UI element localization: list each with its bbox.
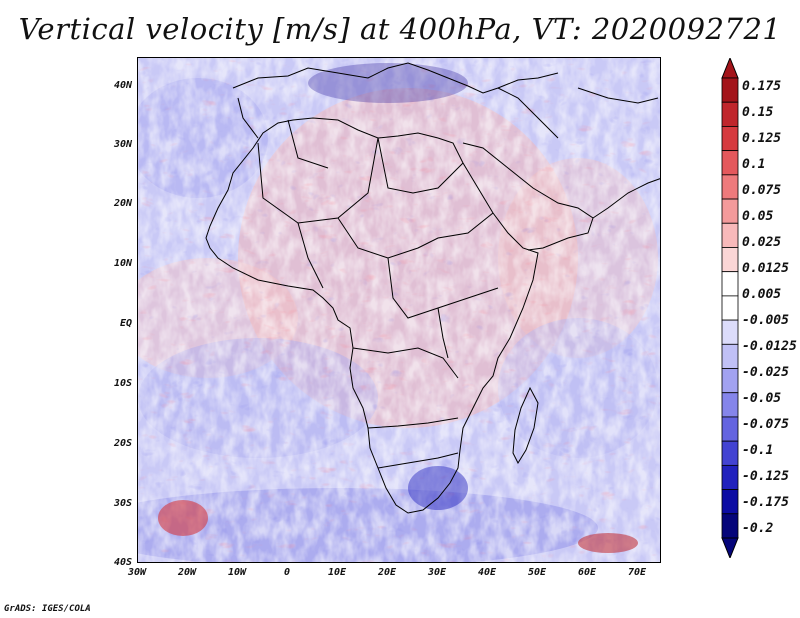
map-title: Vertical velocity [m/s] at 400hPa, VT: 2…: [18, 12, 782, 46]
colorbar-label: 0.005: [742, 287, 782, 302]
colorbar-swatch: [721, 319, 739, 345]
lon-label: 20E: [377, 567, 397, 578]
colorbar: [721, 58, 739, 558]
colorbar-label: -0.175: [742, 495, 789, 510]
country-border: [437, 307, 449, 359]
lon-label: 70E: [627, 567, 647, 578]
colorbar-swatch: [721, 77, 739, 103]
colorbar-label: 0.1: [742, 157, 766, 172]
country-border: [287, 119, 329, 169]
credit-text: GrADS: IGES/COLA: [4, 604, 91, 614]
coastlines: [205, 62, 660, 514]
lat-label: 30S: [113, 498, 132, 509]
colorbar-label: -0.125: [742, 469, 789, 484]
colorbar-swatch: [721, 295, 739, 321]
caspian-coastline: [497, 87, 559, 139]
asia-border: [577, 87, 659, 104]
colorbar-label: 0.05: [742, 209, 774, 224]
colorbar-swatch: [721, 198, 739, 224]
africa-coastline: [205, 117, 539, 514]
country-border: [352, 347, 459, 379]
colorbar-label: 0.075: [742, 183, 782, 198]
colorbar-label: 0.125: [742, 131, 782, 146]
map-field: [138, 58, 660, 562]
colorbar-label: -0.0125: [742, 339, 797, 354]
lat-label: 20S: [113, 438, 132, 449]
colorbar-swatch: [721, 271, 739, 297]
colorbar-bottom-arrow: [721, 537, 739, 558]
colorbar-swatch: [721, 440, 739, 466]
lat-label: 30N: [113, 139, 132, 150]
colorbar-label: -0.075: [742, 417, 789, 432]
colorbar-swatch: [721, 343, 739, 369]
lon-label: 0: [283, 567, 291, 578]
colorbar-swatch: [721, 513, 739, 539]
country-border: [387, 257, 499, 319]
strong-updraft: [578, 533, 638, 553]
colorbar-swatch: [721, 126, 739, 152]
strong-updraft: [158, 500, 208, 536]
country-border: [237, 97, 259, 139]
country-border: [297, 222, 324, 289]
lon-label: 60E: [577, 567, 597, 578]
colorbar-label: -0.2: [742, 521, 774, 536]
colorbar-swatch: [721, 174, 739, 200]
colorbar-swatch: [721, 222, 739, 248]
colorbar-swatch: [721, 247, 739, 273]
map-plot: [137, 57, 661, 563]
colorbar-swatch: [721, 416, 739, 442]
colorbar-top-arrow: [721, 58, 739, 79]
lon-label: 40E: [477, 567, 497, 578]
lat-label: 10S: [113, 378, 132, 389]
madagascar-coastline: [512, 386, 539, 465]
country-border: [377, 137, 464, 194]
colorbar-swatch: [721, 489, 739, 515]
lon-label: 10E: [327, 567, 347, 578]
colorbar-label: -0.05: [742, 391, 782, 406]
lon-label: 50E: [527, 567, 547, 578]
colorbar-swatch: [721, 392, 739, 418]
colorbar-label: 0.15: [742, 105, 774, 120]
colorbar-swatch: [721, 464, 739, 490]
country-border: [367, 417, 459, 429]
country-border: [377, 452, 459, 469]
lat-label: 40S: [113, 557, 132, 568]
colorbar-label: -0.005: [742, 313, 789, 328]
colorbar-swatch: [721, 101, 739, 127]
country-border: [337, 212, 494, 259]
colorbar-label: 0.025: [742, 235, 782, 250]
colorbar-label: -0.1: [742, 443, 774, 458]
arabia-coastline: [462, 142, 594, 251]
europe-coastline: [232, 62, 559, 94]
strong-downdraft: [308, 63, 468, 103]
colorbar-swatch: [721, 368, 739, 394]
lat-label: 40N: [113, 80, 132, 91]
colorbar-swatch: [721, 150, 739, 176]
lon-label: 30E: [427, 567, 447, 578]
lat-label: EQ: [119, 318, 132, 329]
lat-label: 10N: [113, 258, 132, 269]
colorbar-label: -0.025: [742, 365, 789, 380]
lon-label: 10W: [227, 567, 247, 578]
field-texture: [138, 58, 660, 562]
lon-label: 30W: [127, 567, 147, 578]
lon-label: 20W: [177, 567, 197, 578]
country-border: [257, 137, 379, 224]
colorbar-label: 0.175: [742, 79, 782, 94]
colorbar-label: 0.0125: [742, 261, 789, 276]
asia-coastline: [592, 178, 660, 219]
strong-downdraft: [408, 466, 468, 510]
lat-label: 20N: [113, 198, 132, 209]
